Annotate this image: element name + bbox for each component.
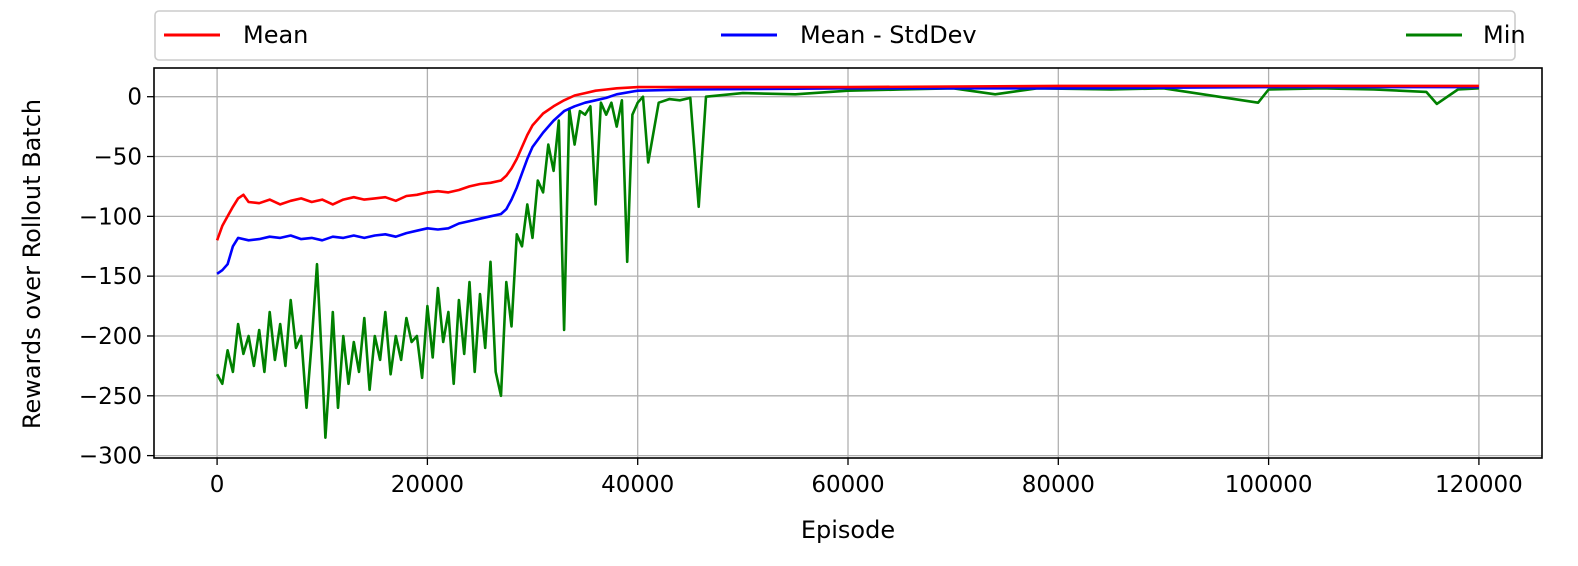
series-layer: [215, 84, 1479, 439]
series-line-mean: [215, 84, 1479, 241]
legend: Mean Mean - StdDev Min: [154, 10, 1526, 61]
y-tick-label: 0: [127, 85, 142, 111]
legend-label-mean-stddev: Mean - StdDev: [800, 21, 977, 49]
x-tick-label: 60000: [811, 472, 884, 498]
x-axis: 0 20000 40000 60000 80000 100000 120000: [210, 458, 1523, 498]
y-axis: 0 −50 −100 −150 −200 −250 −300: [79, 85, 154, 470]
grid: [154, 68, 1542, 458]
x-tick-label: 40000: [601, 472, 674, 498]
series-line-min: [215, 87, 1479, 439]
x-tick-label: 100000: [1225, 472, 1313, 498]
x-tick-label: 20000: [391, 472, 464, 498]
y-tick-label: −50: [93, 145, 142, 171]
legend-label-min: Min: [1483, 21, 1526, 49]
y-tick-label: −250: [79, 384, 142, 410]
legend-label-mean: Mean: [243, 21, 308, 49]
y-tick-label: −150: [79, 264, 142, 290]
x-tick-label: 120000: [1435, 472, 1523, 498]
x-axis-label: Episode: [801, 516, 895, 544]
y-tick-label: −300: [79, 444, 142, 470]
y-tick-label: −100: [79, 204, 142, 230]
x-tick-label: 80000: [1022, 472, 1095, 498]
y-tick-label: −200: [79, 324, 142, 350]
y-axis-label: Rewards over Rollout Batch: [18, 99, 46, 429]
legend-box: [154, 10, 1516, 61]
x-tick-label: 0: [210, 472, 225, 498]
series-line-mean-stddev: [216, 85, 1479, 275]
